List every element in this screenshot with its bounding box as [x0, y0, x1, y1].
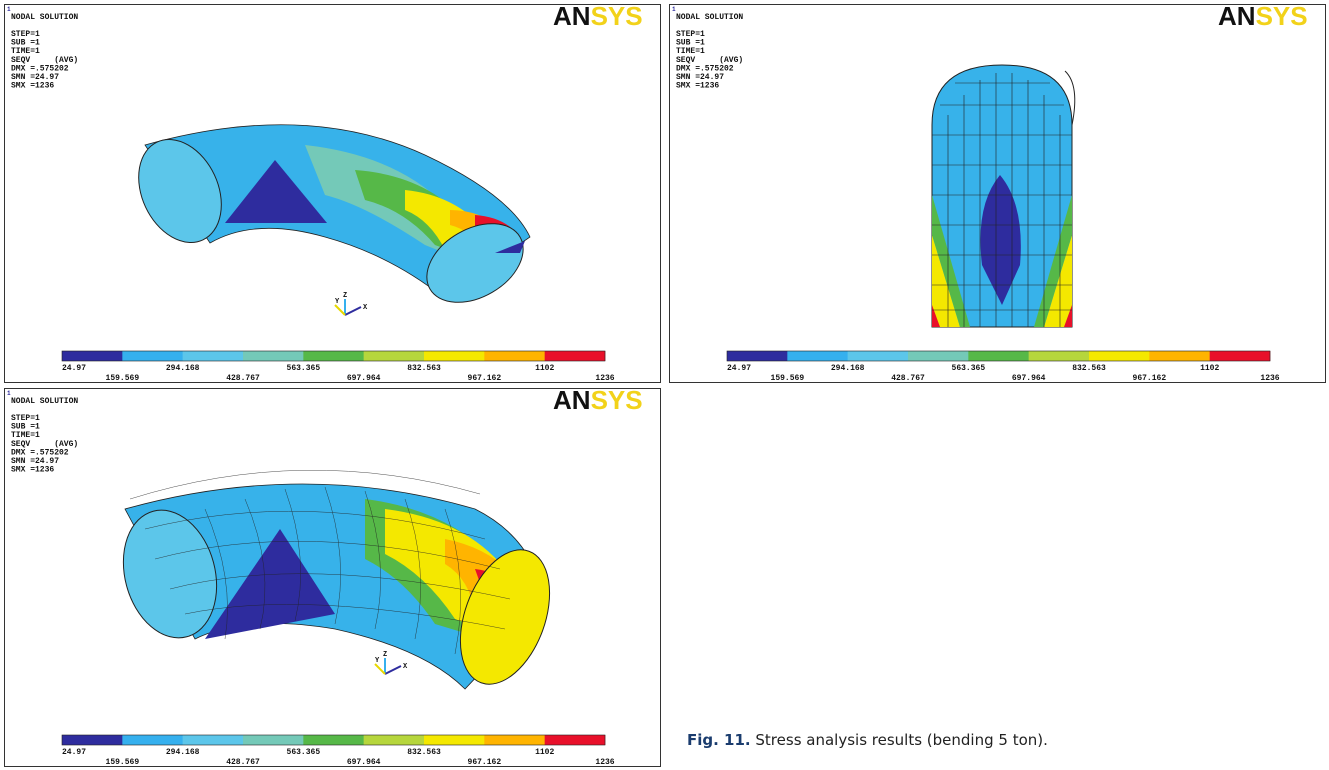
legend-swatch: [243, 735, 304, 745]
legend-label: 832.563: [407, 364, 441, 373]
info-line: SMX =1236: [11, 466, 54, 475]
legend-swatch: [787, 351, 848, 361]
legend-label: 697.964: [347, 374, 381, 382]
legend-label: 697.964: [1012, 374, 1046, 382]
legend-label: 1102: [1200, 364, 1219, 373]
legend-swatch: [1210, 351, 1271, 361]
legend-swatch: [1149, 351, 1210, 361]
legend-label: 967.162: [468, 374, 502, 382]
legend-label: 159.569: [106, 758, 140, 766]
window-number: 1: [7, 6, 11, 13]
legend-label: 697.964: [347, 758, 381, 766]
info-line: SMX =1236: [11, 82, 54, 91]
legend-label: 1102: [535, 364, 554, 373]
legend-label: 24.97: [727, 364, 751, 373]
title: NODAL SOLUTION: [676, 13, 743, 22]
legend-swatch: [1089, 351, 1150, 361]
window-number: 1: [7, 390, 11, 397]
logo-sys: SYS: [1256, 5, 1308, 31]
legend-label: 967.162: [1133, 374, 1167, 382]
title: NODAL SOLUTION: [11, 397, 78, 406]
model: [123, 125, 537, 319]
caption-text: Stress analysis results (bending 5 ton).: [755, 731, 1047, 749]
legend-label: 428.767: [891, 374, 925, 382]
legend-swatch: [424, 351, 485, 361]
legend-swatch: [545, 735, 606, 745]
legend-label: 294.168: [166, 364, 200, 373]
caption-label: Fig. 11.: [687, 731, 751, 749]
legend-swatch: [545, 351, 606, 361]
legend-label: 428.767: [226, 758, 260, 766]
logo-an: AN: [553, 5, 591, 31]
logo: ANSYS: [1218, 5, 1308, 31]
logo: ANSYS: [553, 389, 643, 415]
legend-label: 294.168: [831, 364, 865, 373]
legend-label: 294.168: [166, 748, 200, 757]
triad-label: Z: [343, 292, 347, 300]
legend-swatch: [243, 351, 304, 361]
legend-label: 563.365: [952, 364, 986, 373]
legend-swatch: [303, 735, 364, 745]
logo-sys: SYS: [591, 389, 643, 415]
legend-swatch: [303, 351, 364, 361]
triad-label: X: [403, 663, 408, 671]
legend-label: 563.365: [287, 748, 321, 757]
legend-swatch: [1029, 351, 1090, 361]
legend-swatch: [848, 351, 909, 361]
triad-label: Y: [375, 657, 380, 665]
logo-an: AN: [1218, 5, 1256, 31]
legend-label: 967.162: [468, 758, 502, 766]
figure: 1NODAL SOLUTIONSTEP=1SUB =1TIME=1SEQV (A…: [0, 0, 1329, 770]
legend-swatch: [364, 351, 425, 361]
legend-label: 428.767: [226, 374, 260, 382]
model: [932, 65, 1075, 327]
logo: ANSYS: [553, 5, 643, 31]
legend-swatch: [62, 351, 123, 361]
legend-swatch: [908, 351, 969, 361]
triad-label: Z: [383, 651, 387, 659]
info-line: SMX =1236: [676, 82, 719, 91]
legend-swatch: [484, 735, 545, 745]
legend-swatch: [968, 351, 1029, 361]
legend-swatch: [727, 351, 788, 361]
logo-an: AN: [553, 389, 591, 415]
legend-label: 1236: [595, 374, 614, 382]
legend-swatch: [183, 351, 244, 361]
legend-label: 563.365: [287, 364, 321, 373]
legend-swatch: [122, 351, 183, 361]
legend-swatch: [183, 735, 244, 745]
legend-swatch: [424, 735, 485, 745]
model: [110, 470, 567, 696]
legend-swatch: [484, 351, 545, 361]
logo-sys: SYS: [591, 5, 643, 31]
legend-label: 159.569: [106, 374, 140, 382]
legend-swatch: [62, 735, 123, 745]
legend-label: 1236: [595, 758, 614, 766]
legend-label: 832.563: [1072, 364, 1106, 373]
triad-label: Y: [335, 298, 340, 306]
title: NODAL SOLUTION: [11, 13, 78, 22]
caption: Fig. 11. Stress analysis results (bendin…: [687, 731, 1048, 749]
legend-swatch: [122, 735, 183, 745]
legend-label: 159.569: [771, 374, 805, 382]
window-number: 1: [672, 6, 676, 13]
legend-label: 832.563: [407, 748, 441, 757]
legend-label: 1236: [1260, 374, 1279, 382]
triad-label: X: [363, 304, 368, 312]
legend-label: 24.97: [62, 364, 86, 373]
legend-swatch: [364, 735, 425, 745]
legend-label: 24.97: [62, 748, 86, 757]
legend-label: 1102: [535, 748, 554, 757]
